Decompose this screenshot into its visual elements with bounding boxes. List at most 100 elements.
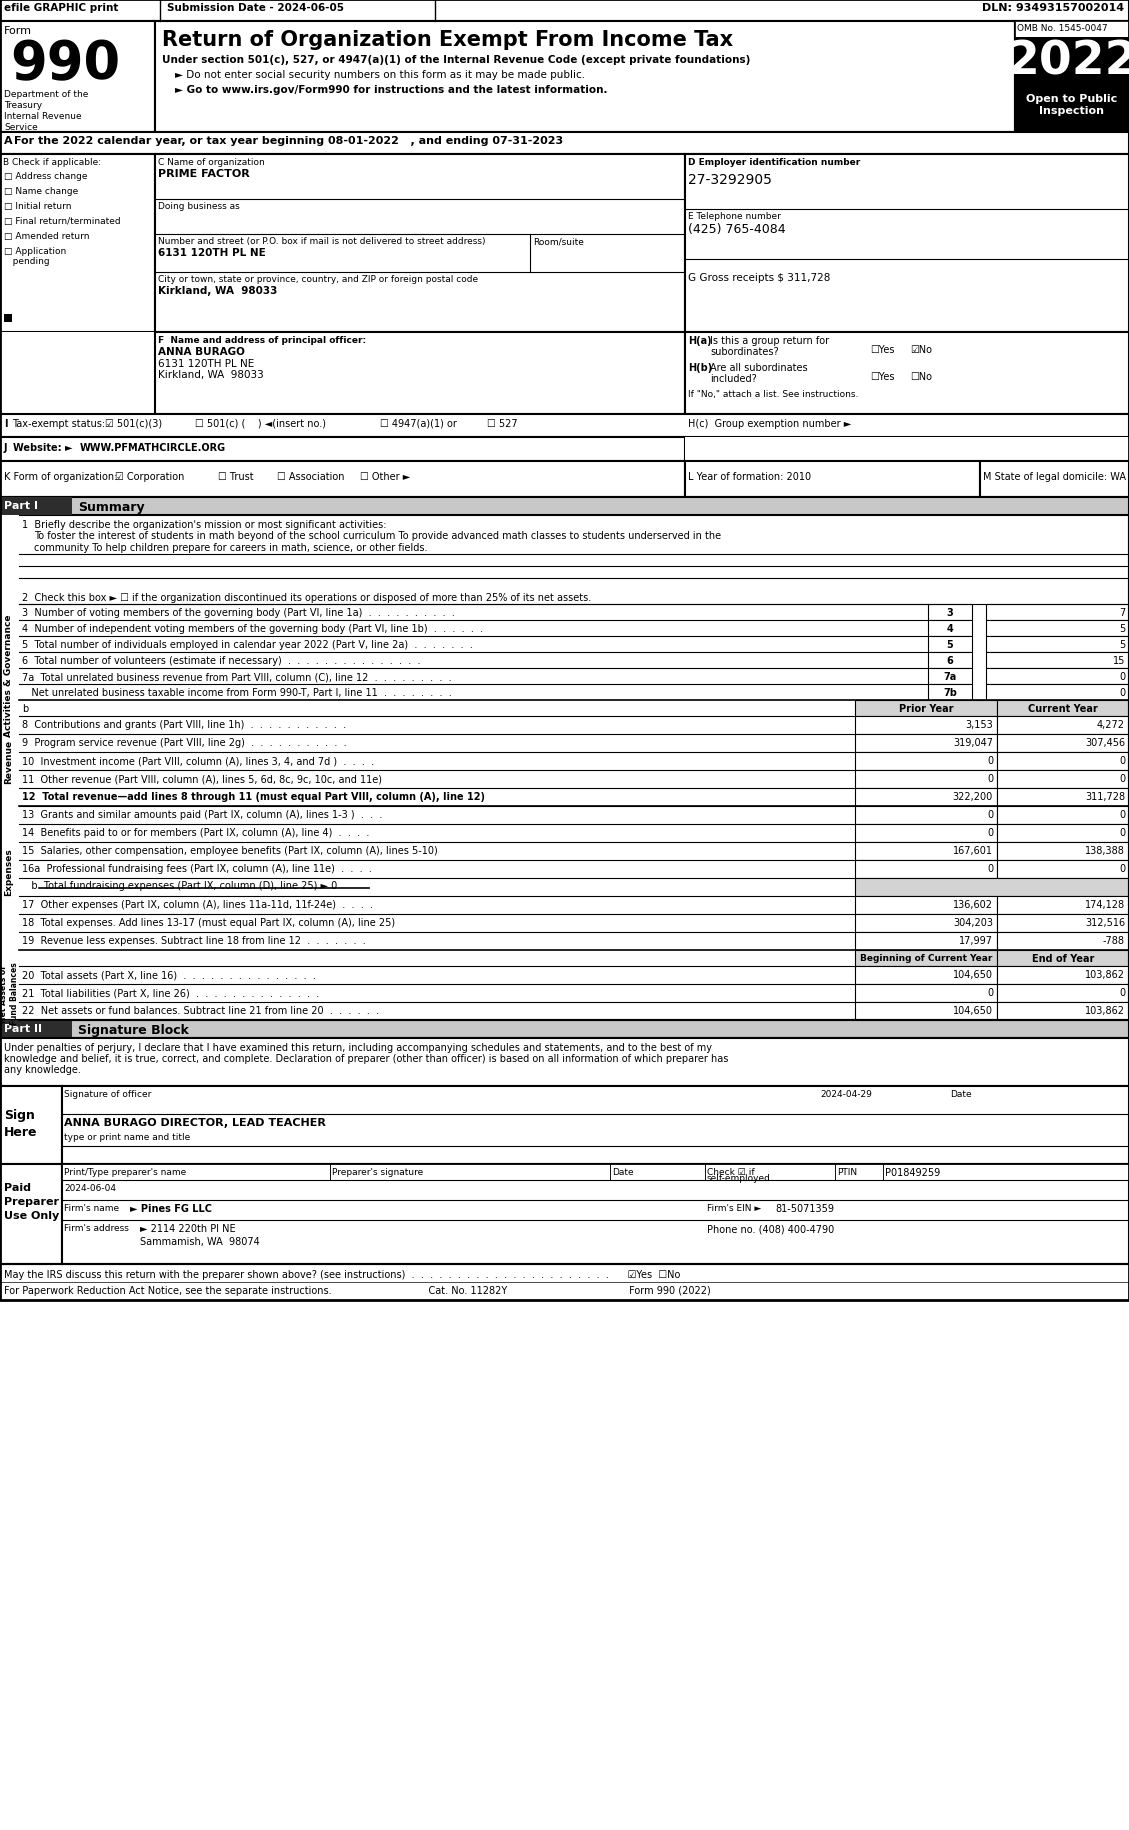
Bar bbox=[997, 950, 1129, 966]
Text: Part I: Part I bbox=[5, 501, 38, 511]
Text: 5: 5 bbox=[1119, 640, 1124, 650]
Text: Kirkland, WA  98033: Kirkland, WA 98033 bbox=[158, 285, 278, 296]
Text: B Check if applicable:: B Check if applicable: bbox=[3, 157, 102, 167]
Bar bbox=[997, 770, 1129, 789]
Text: 304,203: 304,203 bbox=[953, 917, 994, 928]
Text: 4,272: 4,272 bbox=[1097, 719, 1124, 730]
Text: 0: 0 bbox=[1119, 774, 1124, 783]
Text: -788: -788 bbox=[1103, 935, 1124, 946]
Text: 8  Contributions and grants (Part VIII, line 1h)  .  .  .  .  .  .  .  .  .  .  : 8 Contributions and grants (Part VIII, l… bbox=[21, 719, 347, 730]
Text: ☐ 4947(a)(1) or: ☐ 4947(a)(1) or bbox=[380, 419, 457, 428]
Bar bbox=[685, 333, 1129, 415]
Bar bbox=[0, 156, 155, 333]
Text: End of Year: End of Year bbox=[1032, 953, 1094, 963]
Text: □ Final return/terminated: □ Final return/terminated bbox=[5, 218, 121, 225]
Text: 7b: 7b bbox=[943, 688, 957, 697]
Text: ☐ Association: ☐ Association bbox=[277, 472, 344, 481]
Bar bbox=[855, 897, 997, 915]
Bar bbox=[0, 1087, 62, 1164]
Bar bbox=[0, 437, 685, 461]
Bar bbox=[855, 789, 997, 807]
Text: □ Application
   pending: □ Application pending bbox=[5, 247, 67, 265]
Bar bbox=[330, 1164, 610, 1180]
Text: PTIN: PTIN bbox=[837, 1168, 857, 1177]
Text: PRIME FACTOR: PRIME FACTOR bbox=[158, 168, 250, 179]
Text: H(c)  Group exemption number ►: H(c) Group exemption number ► bbox=[688, 419, 851, 428]
Text: 311,728: 311,728 bbox=[1085, 792, 1124, 802]
Text: 174,128: 174,128 bbox=[1085, 900, 1124, 910]
Text: 5: 5 bbox=[1119, 624, 1124, 633]
Text: 7a  Total unrelated business revenue from Part VIII, column (C), line 12  .  .  : 7a Total unrelated business revenue from… bbox=[21, 672, 452, 681]
Bar bbox=[855, 985, 997, 1003]
Text: Date: Date bbox=[612, 1168, 633, 1177]
Bar bbox=[62, 1164, 1129, 1265]
Text: Under section 501(c), 527, or 4947(a)(1) of the Internal Revenue Code (except pr: Under section 501(c), 527, or 4947(a)(1)… bbox=[161, 55, 751, 64]
Text: 4  Number of independent voting members of the governing body (Part VI, line 1b): 4 Number of independent voting members o… bbox=[21, 624, 483, 633]
Text: 20  Total assets (Part X, line 16)  .  .  .  .  .  .  .  .  .  .  .  .  .  .  .: 20 Total assets (Part X, line 16) . . . … bbox=[21, 970, 316, 979]
Text: ☐Yes: ☐Yes bbox=[870, 371, 894, 382]
Bar bbox=[855, 1003, 997, 1021]
Text: P01849259: P01849259 bbox=[885, 1168, 940, 1177]
Text: City or town, state or province, country, and ZIP or foreign postal code: City or town, state or province, country… bbox=[158, 274, 478, 284]
Text: 138,388: 138,388 bbox=[1085, 845, 1124, 856]
Text: J: J bbox=[5, 443, 8, 452]
Text: □ Initial return: □ Initial return bbox=[5, 201, 71, 210]
Text: H(b): H(b) bbox=[688, 362, 712, 373]
Text: 18  Total expenses. Add lines 13-17 (must equal Part IX, column (A), line 25): 18 Total expenses. Add lines 13-17 (must… bbox=[21, 917, 395, 928]
Text: Form: Form bbox=[5, 26, 32, 37]
Bar bbox=[835, 1164, 883, 1180]
Bar bbox=[1015, 38, 1129, 90]
Bar bbox=[997, 966, 1129, 985]
Text: 6  Total number of volunteers (estimate if necessary)  .  .  .  .  .  .  .  .  .: 6 Total number of volunteers (estimate i… bbox=[21, 655, 420, 666]
Text: Signature of officer: Signature of officer bbox=[64, 1089, 151, 1098]
Bar bbox=[883, 1164, 1129, 1180]
Bar bbox=[855, 734, 997, 752]
Bar bbox=[997, 842, 1129, 860]
Text: ☐ 527: ☐ 527 bbox=[487, 419, 517, 428]
Text: ► 2114 220th Pl NE: ► 2114 220th Pl NE bbox=[140, 1222, 236, 1233]
Text: Open to Public
Inspection: Open to Public Inspection bbox=[1026, 93, 1118, 115]
Text: K Form of organization:: K Form of organization: bbox=[5, 472, 117, 481]
Text: 3  Number of voting members of the governing body (Part VI, line 1a)  .  .  .  .: 3 Number of voting members of the govern… bbox=[21, 608, 455, 619]
Text: ☑ Corporation: ☑ Corporation bbox=[115, 472, 184, 481]
Bar bbox=[0, 134, 1129, 156]
Bar bbox=[997, 752, 1129, 770]
Text: 10  Investment income (Part VIII, column (A), lines 3, 4, and 7d )  .  .  .  .: 10 Investment income (Part VIII, column … bbox=[21, 756, 374, 765]
Text: OMB No. 1545-0047: OMB No. 1545-0047 bbox=[1017, 24, 1108, 33]
Text: ► Pines FG LLC: ► Pines FG LLC bbox=[130, 1204, 212, 1213]
Text: 0: 0 bbox=[1119, 672, 1124, 681]
Text: Print/Type preparer's name: Print/Type preparer's name bbox=[64, 1168, 186, 1177]
Text: May the IRS discuss this return with the preparer shown above? (see instructions: May the IRS discuss this return with the… bbox=[5, 1270, 681, 1279]
Bar bbox=[986, 684, 1129, 701]
Text: 103,862: 103,862 bbox=[1085, 1005, 1124, 1016]
Text: 5: 5 bbox=[946, 640, 953, 650]
Bar bbox=[0, 807, 19, 937]
Text: Are all subordinates: Are all subordinates bbox=[710, 362, 807, 373]
Text: 103,862: 103,862 bbox=[1085, 970, 1124, 979]
Text: 6131 120TH PL NE: 6131 120TH PL NE bbox=[158, 359, 254, 370]
Bar bbox=[855, 966, 997, 985]
Text: community To help children prepare for careers in math, science, or other fields: community To help children prepare for c… bbox=[34, 544, 428, 553]
Text: 0: 0 bbox=[1119, 827, 1124, 838]
Text: A: A bbox=[5, 135, 12, 146]
Text: Tax-exempt status:: Tax-exempt status: bbox=[12, 419, 105, 428]
Text: ☐ 501(c) (    ) ◄(insert no.): ☐ 501(c) ( ) ◄(insert no.) bbox=[195, 419, 326, 428]
Bar bbox=[855, 825, 997, 842]
Text: Revenue: Revenue bbox=[5, 739, 14, 783]
Text: Firm's address: Firm's address bbox=[64, 1222, 129, 1232]
Text: 990: 990 bbox=[10, 38, 120, 90]
Text: L Year of formation: 2010: L Year of formation: 2010 bbox=[688, 472, 811, 481]
Text: To foster the interest of students in math beyond of the school curriculum To pr: To foster the interest of students in ma… bbox=[34, 531, 721, 540]
Bar bbox=[855, 717, 997, 734]
Bar bbox=[855, 878, 1129, 897]
Bar bbox=[155, 333, 685, 415]
Bar bbox=[0, 1021, 72, 1038]
Text: 0: 0 bbox=[1119, 756, 1124, 765]
Text: 0: 0 bbox=[987, 774, 994, 783]
Text: self-employed: self-employed bbox=[707, 1173, 771, 1182]
Bar bbox=[685, 461, 980, 498]
Text: Net Assets or
Fund Balances: Net Assets or Fund Balances bbox=[0, 963, 19, 1025]
Bar bbox=[997, 825, 1129, 842]
Text: Current Year: Current Year bbox=[1029, 703, 1097, 714]
Text: 22  Net assets or fund balances. Subtract line 21 from line 20  .  .  .  .  .  .: 22 Net assets or fund balances. Subtract… bbox=[21, 1005, 379, 1016]
